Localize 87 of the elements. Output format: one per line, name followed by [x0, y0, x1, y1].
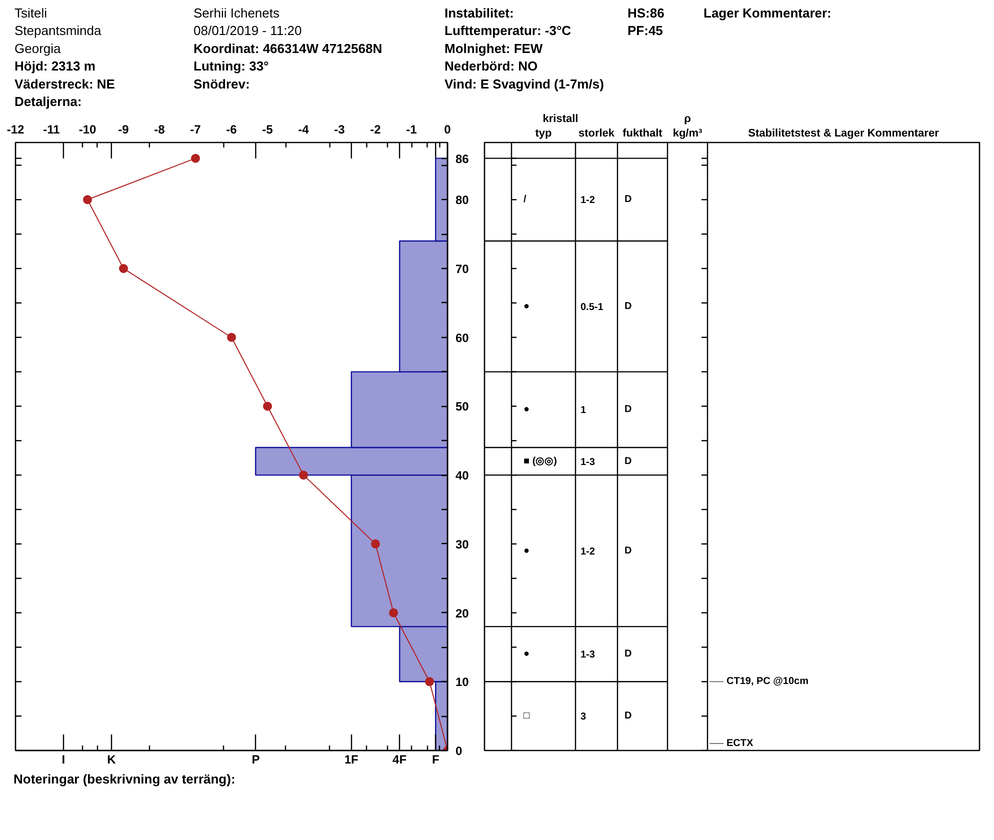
x2-tick-label: -4	[298, 122, 310, 136]
text: D	[624, 710, 632, 722]
text: D	[624, 194, 632, 206]
x2-tick-label: -6	[226, 122, 238, 136]
y-tick-label: 60	[456, 330, 470, 345]
text: □	[524, 710, 530, 722]
x2-tick-label: -9	[118, 122, 130, 136]
text: D	[624, 456, 632, 467]
text: Tsiteli	[14, 6, 48, 20]
text: HS:86	[628, 6, 664, 20]
text: ●	[524, 545, 530, 556]
x2-tick-label: -3	[334, 122, 346, 136]
x2-tick-label: -8	[154, 122, 166, 136]
text: F	[432, 752, 440, 766]
point	[425, 677, 434, 686]
text: Lufttemperatur: -3°C	[444, 23, 572, 38]
text: 1-2	[580, 546, 596, 558]
x2-tick-label: -7	[190, 122, 202, 136]
text: 1-3	[580, 650, 596, 661]
text: 4F	[392, 752, 407, 766]
text: D	[624, 648, 632, 660]
text: 0.5-1	[580, 302, 604, 313]
point	[119, 264, 128, 273]
point	[263, 402, 272, 411]
text: 1-2	[580, 195, 596, 206]
x2-tick-label: -11	[43, 122, 60, 136]
text: ■ (◎◎)	[524, 456, 557, 467]
text: ●	[524, 404, 530, 416]
text: /	[524, 194, 526, 206]
point	[389, 608, 398, 618]
y-tick-label: 50	[456, 400, 470, 414]
category-label: fukthalt	[622, 128, 663, 140]
text: Instabilitet:	[444, 6, 514, 20]
text: Höjd: 2313 m	[14, 58, 96, 74]
text: Vind: E Svagvind (1-7m/s)	[444, 76, 604, 92]
text: Georgia	[14, 40, 62, 56]
text: 1F	[344, 752, 358, 766]
text: K	[107, 752, 116, 766]
text: 1	[580, 405, 586, 416]
text: CT19, PC @10cm	[726, 676, 809, 688]
text: Koordinat: 466314W 4712568N	[194, 40, 382, 56]
text: Stepantsminda	[14, 23, 102, 38]
x2-tick-label: -12	[6, 122, 24, 136]
y-tick-label: 0	[456, 744, 462, 758]
category-label: Stabilitetstest & Lager Kommentarer	[748, 128, 940, 140]
text: Noteringar (beskrivning av terräng):	[14, 772, 236, 786]
text: 3	[580, 712, 586, 723]
text: Nederbörd: NO	[444, 58, 538, 74]
y-tick-label: 20	[456, 606, 470, 620]
point	[227, 332, 236, 342]
y-tick-label: 70	[456, 262, 470, 276]
y-tick-label: 86	[456, 152, 470, 166]
x2-tick-label: -5	[262, 122, 274, 136]
category-label: storlek	[578, 128, 616, 140]
category-label: typ	[535, 128, 552, 140]
y-tick-label: 40	[456, 468, 470, 483]
point	[371, 539, 380, 548]
text: 1-3	[580, 456, 596, 468]
y-tick-label: 30	[456, 537, 470, 552]
text: PF:45	[628, 23, 663, 38]
point	[299, 470, 308, 480]
x2-tick-label: -1	[406, 122, 418, 136]
text: Detaljerna:	[14, 94, 82, 109]
y-tick-label: 10	[456, 675, 470, 690]
y-tick-label: 80	[456, 193, 470, 208]
text: ●	[524, 648, 530, 660]
text: Molnighet: FEW	[444, 40, 544, 56]
text: ECTX	[726, 738, 754, 750]
text: D	[624, 545, 632, 556]
text: Lutning: 33°	[194, 58, 269, 74]
text: ●	[524, 300, 530, 312]
text: I	[62, 752, 66, 766]
x2-tick-label: -10	[78, 122, 96, 136]
text: Serhii Ichenets	[194, 6, 280, 20]
text: 08/01/2019 - 11:20	[194, 23, 302, 38]
x2-tick-label: 0	[444, 122, 452, 136]
point	[83, 195, 92, 204]
text: Lager Kommentarer:	[704, 6, 832, 20]
text: D	[624, 300, 632, 312]
category-label: ρ kg/m³	[672, 113, 703, 140]
text: Väderstreck: NE	[14, 76, 116, 92]
x2-tick-label: -2	[370, 122, 382, 136]
text: D	[624, 404, 632, 416]
text: kristall	[542, 113, 578, 126]
text: P	[252, 752, 260, 766]
point	[191, 154, 200, 163]
text: Snödrev:	[194, 76, 250, 92]
